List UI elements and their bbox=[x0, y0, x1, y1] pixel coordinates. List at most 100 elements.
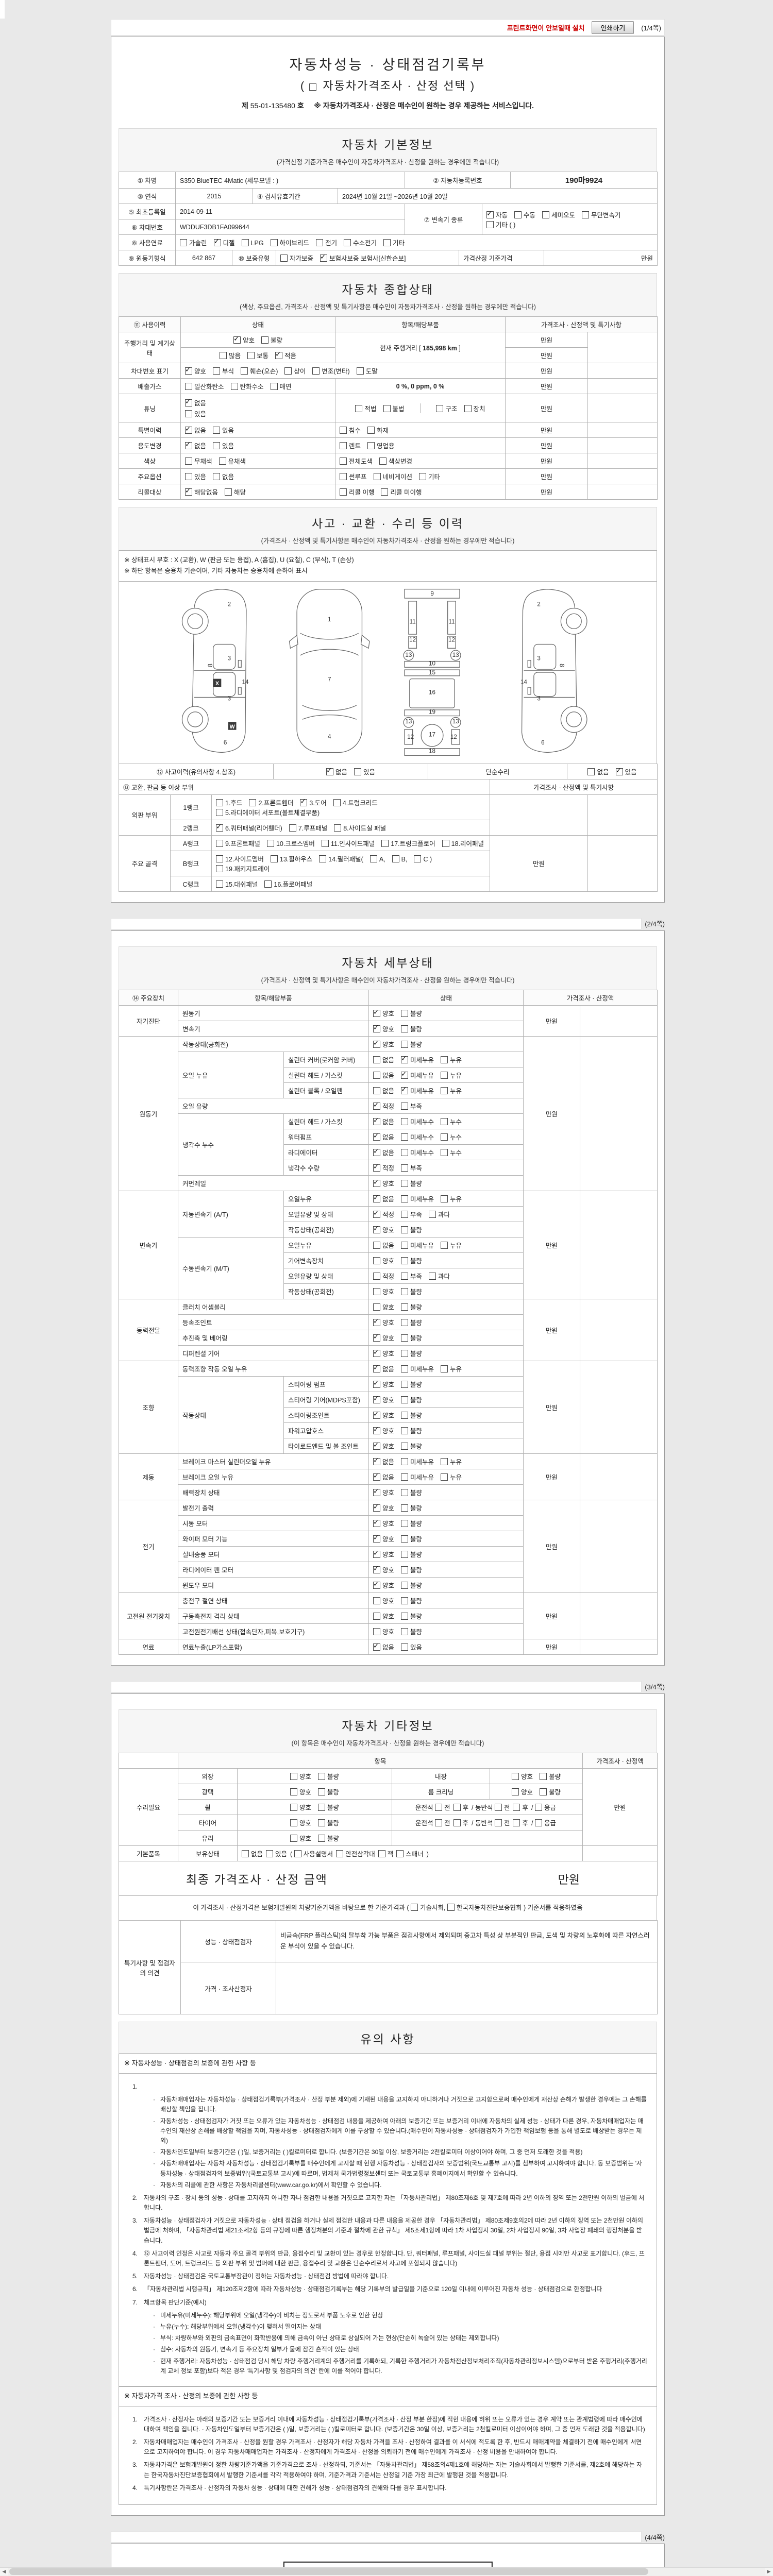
checkbox[interactable] bbox=[401, 1380, 409, 1388]
checkbox[interactable] bbox=[401, 1504, 409, 1512]
checkbox[interactable] bbox=[540, 1772, 547, 1780]
checkbox[interactable] bbox=[401, 1458, 409, 1465]
checkbox[interactable] bbox=[441, 1241, 448, 1249]
print-install-hint[interactable]: 프린트화면이 안보일때 설치 bbox=[507, 24, 585, 32]
checkbox[interactable] bbox=[429, 1210, 436, 1218]
checkbox[interactable] bbox=[414, 855, 422, 862]
checkbox[interactable] bbox=[486, 221, 494, 228]
checkbox[interactable] bbox=[587, 768, 595, 775]
checkbox[interactable] bbox=[213, 442, 221, 449]
checkbox[interactable] bbox=[369, 855, 377, 862]
checkbox[interactable] bbox=[216, 880, 223, 888]
checkbox[interactable] bbox=[294, 1850, 301, 1857]
checkbox[interactable] bbox=[373, 1178, 381, 1187]
checkbox[interactable] bbox=[401, 1411, 409, 1419]
checkbox[interactable] bbox=[185, 410, 192, 417]
checkbox[interactable] bbox=[340, 442, 347, 449]
checkbox[interactable] bbox=[373, 1194, 381, 1202]
checkbox[interactable] bbox=[401, 1550, 409, 1558]
checkbox[interactable] bbox=[373, 1441, 381, 1450]
checkbox[interactable] bbox=[441, 1056, 448, 1063]
checkbox-basis-option1[interactable] bbox=[410, 1903, 418, 1911]
checkbox[interactable] bbox=[318, 1834, 325, 1842]
checkbox[interactable] bbox=[401, 1318, 409, 1326]
checkbox[interactable] bbox=[401, 1164, 409, 1172]
checkbox[interactable] bbox=[373, 1056, 381, 1063]
checkbox[interactable] bbox=[242, 1850, 249, 1857]
checkbox[interactable] bbox=[401, 1519, 409, 1527]
checkbox[interactable] bbox=[185, 398, 192, 406]
checkbox[interactable] bbox=[401, 1210, 409, 1218]
checkbox[interactable] bbox=[373, 1348, 381, 1357]
checkbox[interactable] bbox=[401, 1009, 409, 1017]
checkbox[interactable] bbox=[219, 352, 227, 359]
checkbox[interactable] bbox=[542, 211, 550, 218]
checkbox[interactable] bbox=[213, 427, 221, 434]
checkbox[interactable] bbox=[213, 473, 221, 480]
checkbox[interactable] bbox=[326, 767, 333, 775]
checkbox[interactable] bbox=[441, 1133, 448, 1141]
checkbox[interactable] bbox=[356, 367, 364, 375]
checkbox[interactable] bbox=[441, 1087, 448, 1094]
price-appraisal-select-checkbox[interactable] bbox=[309, 83, 317, 91]
checkbox[interactable] bbox=[381, 488, 389, 496]
checkbox[interactable] bbox=[373, 1612, 381, 1620]
checkbox[interactable] bbox=[185, 487, 192, 496]
checkbox[interactable] bbox=[401, 1581, 409, 1589]
checkbox[interactable] bbox=[373, 1132, 381, 1141]
checkbox[interactable] bbox=[185, 425, 192, 434]
checkbox[interactable] bbox=[453, 1803, 461, 1811]
checkbox[interactable] bbox=[290, 1803, 297, 1811]
checkbox[interactable] bbox=[383, 239, 391, 246]
checkbox[interactable] bbox=[401, 1287, 409, 1295]
checkbox[interactable] bbox=[534, 1819, 542, 1826]
checkbox[interactable] bbox=[401, 1102, 409, 1110]
checkbox[interactable] bbox=[284, 367, 292, 375]
checkbox[interactable] bbox=[180, 239, 187, 246]
checkbox[interactable] bbox=[340, 488, 347, 496]
checkbox[interactable] bbox=[318, 1803, 325, 1811]
checkbox[interactable] bbox=[373, 1503, 381, 1512]
checkbox[interactable] bbox=[241, 239, 249, 246]
checkbox[interactable] bbox=[441, 1148, 448, 1156]
checkbox[interactable] bbox=[401, 1303, 409, 1311]
checkbox[interactable] bbox=[373, 1209, 381, 1218]
checkbox[interactable] bbox=[355, 404, 363, 412]
checkbox[interactable] bbox=[216, 855, 223, 862]
checkbox[interactable] bbox=[340, 427, 347, 434]
checkbox[interactable] bbox=[373, 1565, 381, 1573]
checkbox[interactable] bbox=[300, 798, 308, 806]
checkbox[interactable] bbox=[373, 1364, 381, 1372]
checkbox[interactable] bbox=[436, 404, 444, 412]
checkbox[interactable] bbox=[373, 1317, 381, 1326]
checkbox[interactable] bbox=[367, 442, 375, 449]
checkbox[interactable] bbox=[216, 865, 223, 872]
checkbox[interactable] bbox=[373, 1024, 381, 1032]
checkbox[interactable] bbox=[225, 488, 232, 496]
checkbox[interactable] bbox=[344, 239, 351, 246]
checkbox[interactable] bbox=[185, 473, 192, 480]
checkbox[interactable] bbox=[373, 1257, 381, 1264]
checkbox[interactable] bbox=[185, 383, 192, 390]
checkbox[interactable] bbox=[336, 1850, 344, 1857]
checkbox[interactable] bbox=[216, 839, 223, 847]
checkbox[interactable] bbox=[318, 1819, 325, 1826]
checkbox[interactable] bbox=[373, 1333, 381, 1342]
checkbox[interactable] bbox=[233, 335, 241, 344]
checkbox[interactable] bbox=[290, 1819, 297, 1826]
checkbox[interactable] bbox=[392, 855, 399, 862]
checkbox[interactable] bbox=[289, 824, 296, 832]
checkbox[interactable] bbox=[441, 1473, 448, 1481]
checkbox[interactable] bbox=[514, 211, 522, 218]
checkbox[interactable] bbox=[334, 824, 342, 832]
checkbox[interactable] bbox=[401, 1349, 409, 1357]
checkbox[interactable] bbox=[511, 1772, 519, 1780]
checkbox[interactable] bbox=[401, 1025, 409, 1032]
checkbox[interactable] bbox=[316, 239, 324, 246]
checkbox[interactable] bbox=[290, 1788, 297, 1795]
checkbox[interactable] bbox=[373, 1008, 381, 1017]
checkbox[interactable] bbox=[441, 1365, 448, 1372]
horizontal-scrollbar[interactable]: ◀ ▶ bbox=[0, 2567, 773, 2576]
checkbox[interactable] bbox=[379, 457, 387, 465]
checkbox[interactable] bbox=[401, 1148, 409, 1156]
